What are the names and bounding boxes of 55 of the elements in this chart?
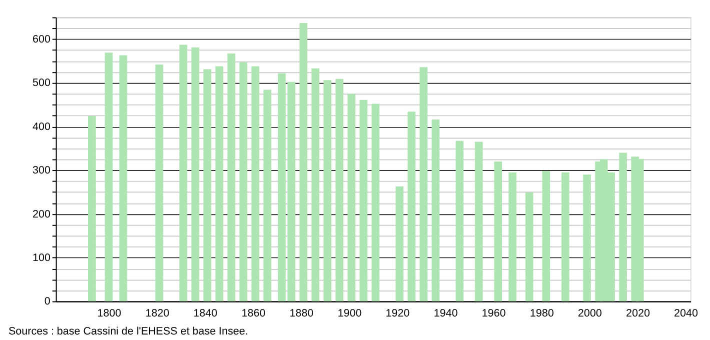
bar bbox=[348, 94, 356, 302]
bar bbox=[619, 152, 627, 302]
x-tick-label: 1880 bbox=[290, 307, 314, 320]
y-tick-label: 400 bbox=[32, 120, 50, 133]
bar bbox=[525, 192, 534, 302]
y-tick-label: 200 bbox=[32, 208, 50, 220]
bar bbox=[336, 78, 344, 302]
bar bbox=[542, 171, 550, 302]
bar bbox=[408, 112, 416, 302]
bar bbox=[287, 82, 296, 302]
bar bbox=[474, 142, 483, 302]
bar bbox=[432, 120, 440, 302]
bar bbox=[215, 66, 224, 302]
x-tick-label: 1820 bbox=[145, 307, 170, 320]
y-tick-label: 300 bbox=[32, 164, 50, 177]
bar bbox=[239, 62, 248, 302]
bar bbox=[104, 52, 113, 302]
bar bbox=[251, 66, 260, 302]
bar bbox=[179, 44, 188, 302]
y-tick-label: 500 bbox=[32, 77, 50, 90]
bar bbox=[155, 64, 164, 302]
bar bbox=[508, 172, 516, 302]
bar bbox=[420, 67, 428, 302]
y-tick-label: 100 bbox=[32, 252, 50, 264]
x-tick-label: 1860 bbox=[241, 307, 266, 320]
bar bbox=[119, 55, 128, 302]
x-tick-label: 1920 bbox=[386, 307, 410, 320]
bar bbox=[494, 161, 502, 302]
x-tick-label: 2040 bbox=[674, 307, 698, 320]
x-tick-label: 1840 bbox=[193, 307, 218, 320]
x-tick-label: 1980 bbox=[530, 307, 554, 320]
bar bbox=[583, 174, 591, 302]
bar bbox=[360, 100, 368, 302]
x-tick-label: 2020 bbox=[626, 307, 650, 320]
x-tick-label: 2000 bbox=[578, 307, 602, 320]
bar bbox=[203, 69, 212, 302]
bar bbox=[372, 104, 380, 302]
bar bbox=[191, 47, 200, 302]
y-tick-label: 0 bbox=[44, 296, 50, 308]
x-tick-label: 1900 bbox=[338, 307, 362, 320]
bar bbox=[456, 140, 464, 302]
source-note: Sources : base Cassini de l'EHESS et base Insee. bbox=[8, 326, 248, 338]
bar bbox=[396, 186, 404, 302]
bar bbox=[561, 172, 570, 302]
bar bbox=[300, 22, 308, 302]
x-tick-label: 1940 bbox=[434, 307, 458, 320]
bar bbox=[324, 80, 332, 302]
bar bbox=[88, 116, 96, 302]
bar bbox=[227, 54, 236, 302]
y-tick-label: 600 bbox=[32, 34, 50, 46]
x-tick-label: 1960 bbox=[482, 307, 506, 320]
bar bbox=[312, 68, 320, 302]
bar bbox=[263, 90, 272, 302]
x-tick-label: 1800 bbox=[97, 307, 122, 320]
bar bbox=[278, 73, 286, 302]
